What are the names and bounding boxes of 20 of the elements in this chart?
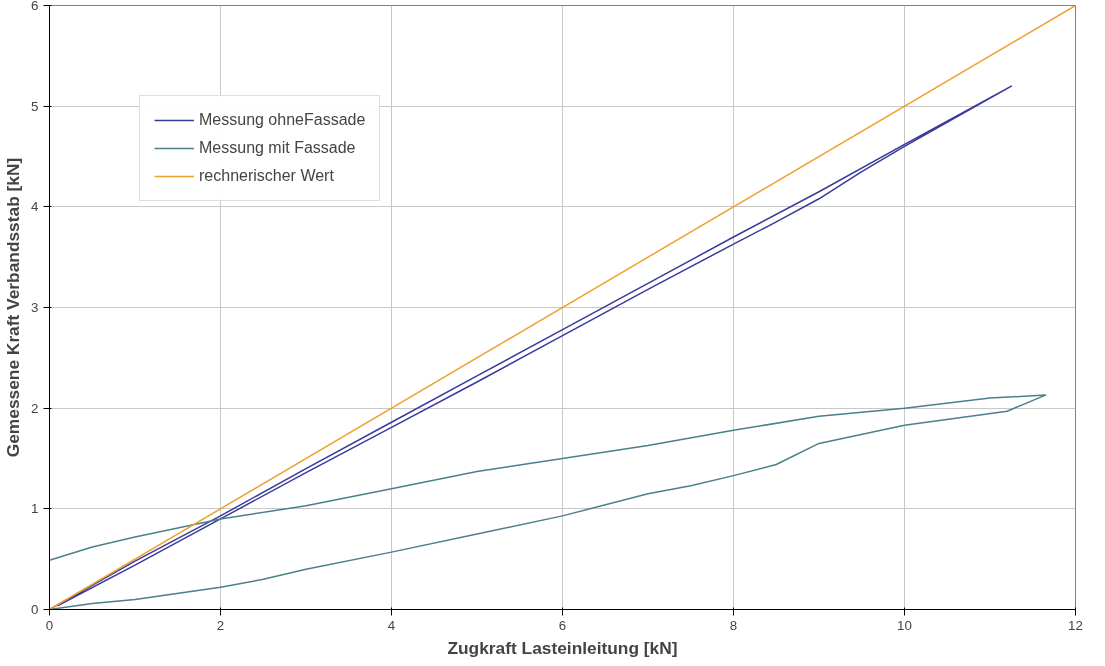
y-tick-label: 1 <box>31 501 39 517</box>
y-tick-label: 2 <box>31 400 39 416</box>
x-tick-label: 4 <box>387 617 396 633</box>
legend-label: Messung ohneFassade <box>199 111 366 129</box>
y-tick-label: 4 <box>31 199 40 215</box>
legend-label: rechnerischer Wert <box>199 167 334 185</box>
x-tick-label: 8 <box>729 617 738 633</box>
y-tick-label: 3 <box>31 300 39 315</box>
y-tick-label: 5 <box>31 98 39 114</box>
x-tick-label: 10 <box>897 617 912 633</box>
y-tick-label: 0 <box>31 602 39 617</box>
x-tick-label: 12 <box>1068 617 1083 633</box>
y-tick-label: 6 <box>31 0 39 13</box>
y-axis-title: Gemessene Kraft Verbandsstab [kN] <box>3 157 24 458</box>
x-tick-label: 2 <box>216 617 225 633</box>
x-tick-label: 0 <box>45 617 54 633</box>
line-series <box>49 394 1047 610</box>
x-axis-title: Zugkraft Lasteinleitung [kN] <box>447 637 678 658</box>
x-tick-label: 6 <box>558 617 567 633</box>
legend-label: Messung mit Fassade <box>199 139 356 157</box>
